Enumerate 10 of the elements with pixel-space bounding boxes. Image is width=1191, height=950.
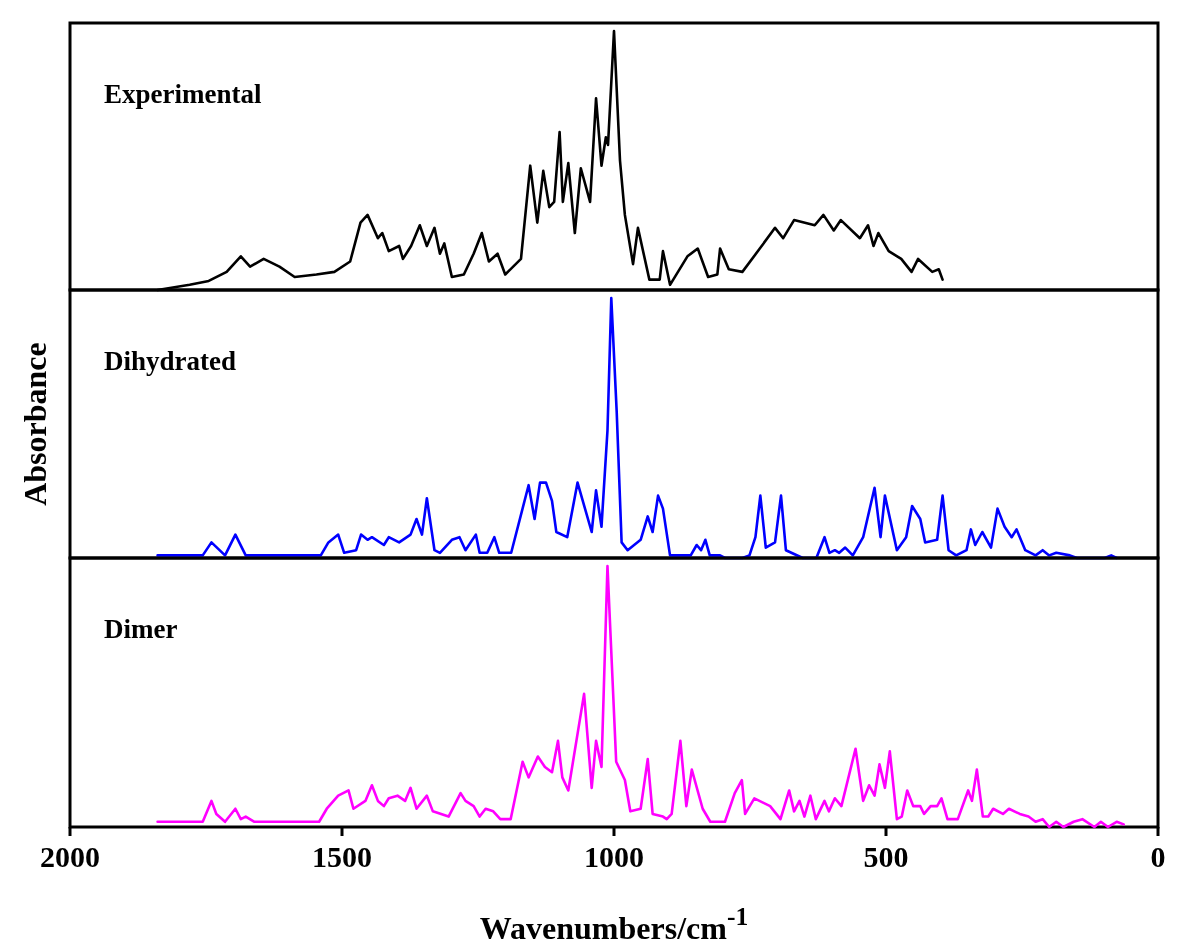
x-tick-label: 1500: [312, 840, 372, 873]
text: Dihydrated: [104, 346, 237, 376]
x-tick-label: 1000: [584, 840, 644, 873]
text: Dimer: [104, 614, 178, 644]
x-axis-title: Wavenumbers/cm$^{-1}$: [479, 901, 749, 946]
x-tick-label: 500: [863, 840, 909, 873]
x-tick-label: 0: [1150, 840, 1166, 873]
y-axis-title: Absorbance: [17, 342, 53, 506]
x-tick-label: 2000: [40, 840, 100, 873]
text: Experimental: [104, 79, 262, 109]
